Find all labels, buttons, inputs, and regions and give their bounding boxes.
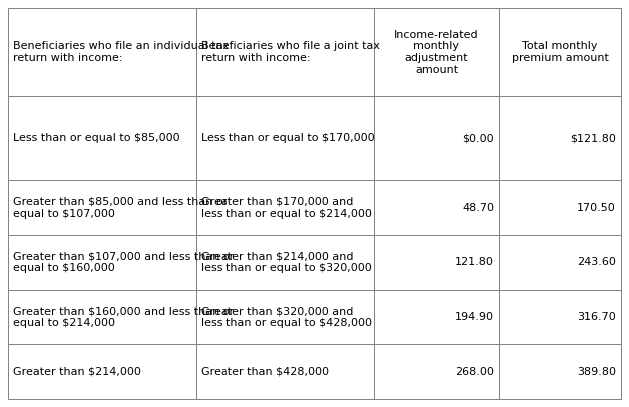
- Bar: [196, 344, 374, 399]
- Text: Income-related
monthly
adjustment
amount: Income-related monthly adjustment amount: [394, 30, 479, 74]
- Bar: [196, 96, 374, 180]
- Bar: [196, 180, 374, 235]
- Text: Less than or equal to $170,000: Less than or equal to $170,000: [201, 133, 374, 143]
- Text: 389.80: 389.80: [577, 367, 616, 376]
- Bar: [374, 96, 499, 180]
- Bar: [8, 235, 196, 290]
- Bar: [374, 290, 499, 344]
- Text: Greater than $428,000: Greater than $428,000: [201, 367, 329, 376]
- Text: Greater than $320,000 and
less than or equal to $428,000: Greater than $320,000 and less than or e…: [201, 306, 372, 328]
- Bar: [499, 96, 621, 180]
- Text: Greater than $214,000 and
less than or equal to $320,000: Greater than $214,000 and less than or e…: [201, 252, 371, 273]
- Text: $121.80: $121.80: [570, 133, 616, 143]
- Bar: [8, 8, 196, 96]
- Bar: [8, 96, 196, 180]
- Bar: [499, 344, 621, 399]
- Text: Total monthly
premium amount: Total monthly premium amount: [511, 42, 608, 63]
- Text: 170.50: 170.50: [577, 203, 616, 213]
- Text: Beneficiaries who file a joint tax
return with income:: Beneficiaries who file a joint tax retur…: [201, 42, 380, 63]
- Text: $0.00: $0.00: [462, 133, 494, 143]
- Text: 48.70: 48.70: [462, 203, 494, 213]
- Bar: [499, 180, 621, 235]
- Text: 243.60: 243.60: [577, 257, 616, 267]
- Bar: [196, 235, 374, 290]
- Bar: [8, 344, 196, 399]
- Text: 268.00: 268.00: [455, 367, 494, 376]
- Bar: [374, 180, 499, 235]
- Bar: [374, 235, 499, 290]
- Bar: [374, 344, 499, 399]
- Text: Greater than $170,000 and
less than or equal to $214,000: Greater than $170,000 and less than or e…: [201, 197, 372, 219]
- Text: Greater than $107,000 and less than or
equal to $160,000: Greater than $107,000 and less than or e…: [13, 252, 234, 273]
- Bar: [499, 235, 621, 290]
- Bar: [196, 8, 374, 96]
- Text: 316.70: 316.70: [577, 312, 616, 322]
- Text: 121.80: 121.80: [455, 257, 494, 267]
- Bar: [8, 290, 196, 344]
- Text: Greater than $160,000 and less than or
equal to $214,000: Greater than $160,000 and less than or e…: [13, 306, 234, 328]
- Text: 194.90: 194.90: [455, 312, 494, 322]
- Text: Beneficiaries who file an individual tax
return with income:: Beneficiaries who file an individual tax…: [13, 42, 229, 63]
- Text: Greater than $214,000: Greater than $214,000: [13, 367, 141, 376]
- Bar: [374, 8, 499, 96]
- Text: Less than or equal to $85,000: Less than or equal to $85,000: [13, 133, 180, 143]
- Bar: [196, 290, 374, 344]
- Text: Greater than $85,000 and less than or
equal to $107,000: Greater than $85,000 and less than or eq…: [13, 197, 227, 219]
- Bar: [499, 290, 621, 344]
- Bar: [8, 180, 196, 235]
- Bar: [499, 8, 621, 96]
